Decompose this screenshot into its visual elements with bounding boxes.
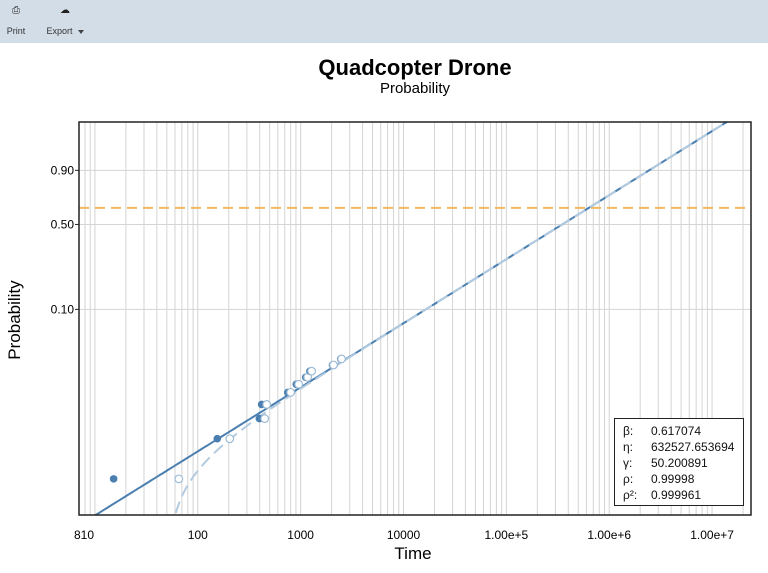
chevron-down-icon: [77, 29, 84, 34]
x-tick-label: 1.00e+7: [690, 528, 734, 542]
legend-row: γ: 50.200891: [623, 455, 743, 471]
x-tick-label: 10000: [387, 528, 421, 542]
y-tick-label: 0.90: [51, 163, 75, 177]
cloud-download-icon: ☁: [60, 5, 70, 16]
data-point: [174, 474, 184, 484]
print-button[interactable]: ⎙ Print: [4, 4, 28, 36]
legend-value: 632527.653694: [651, 440, 735, 454]
legend-key: η:: [623, 440, 634, 454]
x-tick-label: 810: [74, 528, 94, 542]
data-point: [286, 387, 296, 397]
three-parameter-fit-curve: [174, 122, 729, 515]
y-tick-label: 0.10: [51, 302, 75, 316]
legend-value: 50.200891: [651, 456, 708, 470]
legend-row: η: 632527.653694: [623, 439, 743, 455]
toolbar: ⎙ Print ☁ Export: [0, 0, 768, 43]
legend-value: 0.617074: [651, 424, 702, 438]
x-tick-label: 1.00e+5: [485, 528, 529, 542]
x-tick-label: 1.00e+6: [587, 528, 631, 542]
y-axis-label: Probability: [5, 280, 24, 360]
plot-frame: [78, 121, 752, 516]
adjusted-data-point: [213, 434, 222, 443]
export-label: Export: [46, 26, 73, 36]
legend-row: β: 0.617074: [623, 423, 743, 439]
data-point: [307, 366, 317, 376]
x-tick-label: 1000: [287, 528, 314, 542]
chart-title: Quadcopter Drone: [318, 55, 512, 80]
data-point: [225, 434, 235, 444]
data-point: [262, 400, 272, 409]
legend-key: ρ²:: [623, 488, 638, 502]
legend-value: 0.99998: [651, 472, 695, 486]
x-tick-label: 100: [188, 528, 208, 542]
printer-icon: ⎙: [12, 5, 20, 16]
chart-subtitle: Probability: [379, 80, 451, 97]
adjusted-data-point: [109, 475, 118, 483]
fit-parameters-legend: β: 0.617074 η: 632527.653694 γ: 50.200891 ρ: 0.…: [614, 418, 744, 506]
data-point: [294, 379, 304, 389]
export-button[interactable]: ☁ Export: [43, 4, 87, 36]
legend-row: ρ²: 0.999961: [623, 487, 743, 503]
legend-key: γ:: [623, 456, 633, 470]
x-axis-label: Time: [394, 544, 431, 563]
data-point: [260, 414, 270, 423]
legend-row: ρ: 0.99998: [623, 471, 743, 487]
y-tick-label: 0.50: [51, 217, 75, 231]
legend-key: β:: [623, 424, 634, 438]
data-point: [337, 354, 346, 364]
legend-key: ρ:: [623, 472, 634, 486]
print-label: Print: [6, 26, 26, 36]
legend-value: 0.999961: [651, 488, 702, 502]
data-point: [329, 360, 338, 370]
